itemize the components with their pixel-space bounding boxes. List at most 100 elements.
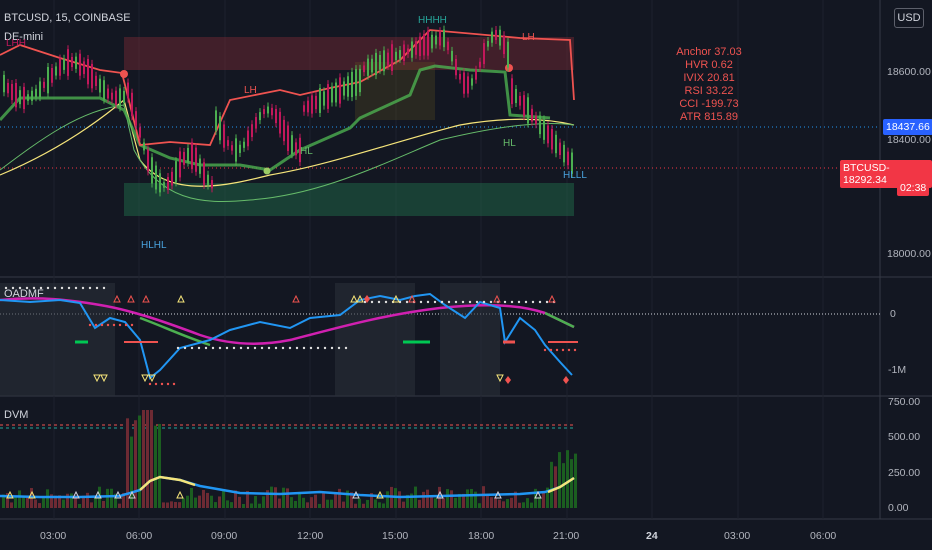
candle-body [107, 88, 109, 99]
volume-bar [286, 488, 289, 508]
volume-bar [338, 488, 341, 508]
dvm-line [0, 475, 575, 499]
oadmf-title[interactable]: OADMF [4, 288, 44, 300]
candle-body [475, 69, 477, 80]
volume-bar [426, 489, 429, 508]
candle-body [351, 71, 353, 98]
volume-bar [254, 496, 257, 508]
candle-body [31, 90, 33, 101]
candle-body [207, 174, 209, 186]
volume-bar [382, 503, 385, 508]
volume-bar [270, 486, 273, 508]
volume-bar [94, 496, 97, 508]
candle-body [447, 41, 449, 51]
volume-bar [206, 492, 209, 508]
signal-dot [106, 323, 110, 327]
candle-body [355, 69, 357, 96]
candle-body [71, 56, 73, 68]
candle-body [111, 92, 113, 100]
signal-dot [288, 346, 292, 350]
volume-bar [214, 502, 217, 508]
candle-body [83, 61, 85, 75]
volume-bar [494, 497, 497, 508]
candle-body [327, 84, 329, 109]
stat-hvr: HVR 0.62 [685, 59, 733, 71]
volume-bar [486, 495, 489, 508]
volume-bar [574, 453, 577, 508]
candle-body [295, 142, 297, 156]
candle-body [251, 124, 253, 138]
signal-dot [549, 348, 553, 352]
volume-bar [350, 492, 353, 508]
volume-bar [330, 499, 333, 508]
candle-body [147, 149, 149, 172]
candle-body [59, 58, 61, 76]
volume-bar [366, 499, 369, 508]
signal-dot [398, 300, 402, 304]
signal-dot [316, 346, 320, 350]
volume-bar [250, 503, 253, 508]
volume-bar [518, 502, 521, 508]
label-lh-mid: LH [244, 85, 257, 96]
candle-body [223, 124, 225, 148]
candle-body [15, 82, 17, 108]
dvm-line-segment [547, 476, 575, 494]
signal-dot [25, 286, 29, 290]
last-price-dash: - [886, 162, 890, 174]
candle-body [287, 125, 289, 151]
time-axis-label: 09:00 [211, 530, 238, 542]
signal-diamond [364, 295, 370, 303]
volume-bar [558, 452, 561, 508]
volume-bar [314, 494, 317, 508]
candle-body [303, 105, 305, 112]
candle-body [487, 40, 489, 47]
candle-body [99, 78, 101, 93]
signal-dot [225, 346, 229, 350]
currency-button[interactable]: USD [894, 8, 924, 28]
volume-bar [406, 494, 409, 508]
signal-dot [112, 323, 116, 327]
time-axis-label: 15:00 [382, 530, 409, 542]
candle-body [143, 142, 145, 151]
signal-dot [160, 382, 164, 386]
dvm-title[interactable]: DVM [4, 409, 29, 421]
volume-bar [42, 497, 45, 508]
candle-body [87, 58, 89, 85]
candle-body [319, 88, 321, 113]
symbol-title: BTCUSD, 15, COINBASE [4, 12, 131, 24]
signal-dot [172, 382, 176, 386]
candle-body [299, 137, 301, 163]
signal-diamond [505, 376, 511, 384]
level-price-tag: 18437.66 [883, 119, 932, 135]
volume-bar [310, 497, 313, 508]
time-axis-label: 21:00 [553, 530, 580, 542]
candle-body [159, 173, 161, 193]
candle-body [359, 68, 361, 93]
signal-dot [323, 346, 327, 350]
signal-triangle [127, 294, 135, 303]
volume-bar [130, 436, 133, 508]
candle-body [175, 161, 177, 183]
volume-bar [290, 497, 293, 508]
candle-body [547, 125, 549, 144]
candle-body [23, 86, 25, 110]
candle-body [451, 50, 453, 62]
volume-bar [490, 497, 493, 508]
signal-dot [531, 300, 535, 304]
candle-body [95, 75, 97, 86]
candle-body [415, 41, 417, 55]
volume-bar [438, 486, 441, 508]
candle-body [191, 142, 193, 170]
candle-body [163, 182, 165, 188]
indicator-title[interactable]: DE-mini [4, 31, 44, 43]
volume-bar [258, 503, 261, 508]
volume-bar [10, 502, 13, 508]
candle-body [563, 144, 565, 163]
candle-body [459, 73, 461, 80]
oadmf-axis-label: 0 [890, 308, 896, 320]
signal-triangle [100, 374, 108, 383]
volume-bar [346, 490, 349, 508]
pivot-marker [263, 167, 271, 175]
volume-bar [478, 503, 481, 508]
